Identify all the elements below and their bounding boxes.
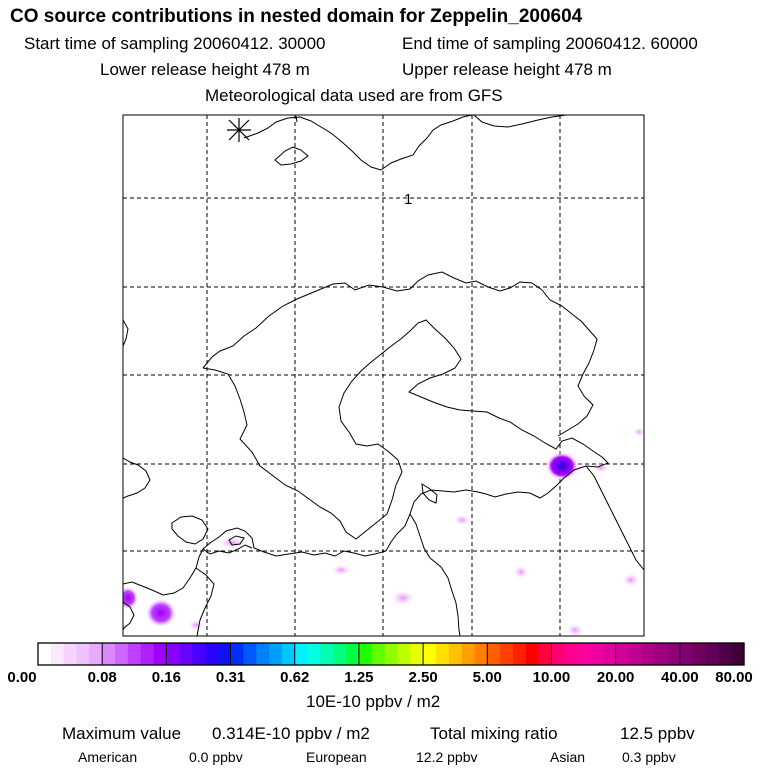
colorbar-tick-label: 0.16 — [151, 669, 181, 686]
colorbar-cell — [192, 643, 206, 665]
colorbar-cell — [577, 643, 591, 665]
colorbar-cell — [602, 643, 617, 665]
colorbar-cell — [628, 643, 642, 665]
colorbar-cell — [525, 643, 540, 665]
colorbar-cell — [307, 643, 321, 665]
colorbar-cell — [435, 643, 450, 665]
colorbar-cell — [76, 643, 90, 665]
colorbar-cell — [102, 643, 116, 665]
colorbar-cell — [179, 643, 193, 665]
colorbar-cell — [63, 643, 78, 665]
colorbar-cell — [89, 643, 103, 665]
colorbar-cell — [679, 643, 694, 665]
max-value: 0.314E-10 ppbv / m2 — [212, 724, 370, 743]
asterisk-icon — [227, 118, 251, 142]
colorbar-cell — [500, 643, 514, 665]
colorbar-cell — [294, 643, 309, 665]
end-time-label: End time of sampling 20060412. 60000 — [402, 34, 698, 53]
colorbar-cell — [589, 643, 604, 665]
colorbar-cell — [397, 643, 411, 665]
colorbar-cell — [204, 643, 219, 665]
colorbar-cell — [38, 643, 52, 665]
colorbar-tick-label: 2.50 — [408, 669, 438, 686]
colorbar-units: 10E-10 ppbv / m2 — [306, 692, 441, 711]
colorbar-cell — [346, 643, 360, 665]
coastlines — [123, 115, 644, 636]
american-value: 0.0 ppbv — [189, 749, 243, 765]
colorbar-cell — [641, 643, 655, 665]
colorbar-cell — [551, 643, 565, 665]
colorbar-cell — [512, 643, 527, 665]
european-label: European — [306, 749, 367, 765]
asian-value: 0.3 ppbv — [622, 749, 676, 765]
colorbar-cell — [140, 643, 155, 665]
colorbar-cell — [358, 643, 373, 665]
colorbar-cell — [269, 643, 283, 665]
colorbar-cell — [423, 643, 437, 665]
colorbar-frame — [37, 642, 745, 666]
colorbar-cell — [281, 643, 296, 665]
upper-release-label: Upper release height 478 m — [402, 60, 612, 79]
colorbar-tick-label: 40.00 — [661, 669, 699, 686]
colorbar-cell — [487, 643, 501, 665]
colorbar-tick-label: 0.62 — [280, 669, 310, 686]
start-time-label: Start time of sampling 20060412. 30000 — [24, 34, 326, 53]
colorbar-cell — [474, 643, 488, 665]
max-value-label: Maximum value — [62, 724, 182, 743]
asian-label: Asian — [550, 749, 586, 765]
colorbar-cell — [217, 643, 232, 665]
colorbar-cell — [692, 643, 707, 665]
met-data-label: Meteorological data used are from GFS — [205, 86, 503, 105]
total-mixing-label: Total mixing ratio — [430, 724, 558, 743]
colorbar-cell — [564, 643, 578, 665]
total-mixing-value: 12.5 ppbv — [620, 724, 695, 743]
colorbar-cells — [38, 643, 745, 665]
colorbar-cell — [731, 643, 745, 665]
colorbar-cell — [127, 643, 142, 665]
colorbar-tick-label: 1.25 — [344, 669, 374, 686]
colorbar-cell — [333, 643, 347, 665]
colorbar-cell — [230, 643, 244, 665]
lower-release-label: Lower release height 478 m — [100, 60, 310, 79]
colorbar-cell — [410, 643, 424, 665]
colorbar-cell — [615, 643, 630, 665]
colorbar-cell — [538, 643, 553, 665]
colorbar-cell — [50, 643, 65, 665]
map-frame — [122, 114, 645, 637]
colorbar-cell — [448, 643, 463, 665]
colorbar-cell — [384, 643, 399, 665]
colorbar-tick-label: 5.00 — [472, 669, 502, 686]
colorbar-tick-label: 0.00 — [7, 669, 37, 686]
map-marker-label: 1 — [404, 191, 412, 208]
colorbar-tick-label: 0.08 — [87, 669, 117, 686]
american-label: American — [78, 749, 138, 765]
colorbar-cell — [153, 643, 167, 665]
colorbar-cell — [243, 643, 257, 665]
colorbar-cell — [705, 643, 719, 665]
colorbar-tick-label: 20.00 — [596, 669, 635, 686]
colorbar-tick-label: 10.00 — [532, 669, 571, 686]
colorbar-cell — [654, 643, 668, 665]
colorbar-cell — [666, 643, 681, 665]
colorbar-cell — [166, 643, 180, 665]
concentration-field — [123, 427, 644, 636]
colorbar-cell — [461, 643, 476, 665]
colorbar-tick-label: 0.31 — [215, 669, 246, 686]
colorbar-cell — [371, 643, 386, 665]
european-value: 12.2 ppbv — [416, 749, 478, 765]
colorbar-cell — [320, 643, 334, 665]
map-title: CO source contributions in nested domain… — [10, 6, 583, 27]
colorbar-cell — [256, 643, 270, 665]
colorbar-cell — [115, 643, 129, 665]
colorbar-tick-label: 80.00 — [715, 669, 753, 686]
colorbar-cell — [718, 643, 732, 665]
